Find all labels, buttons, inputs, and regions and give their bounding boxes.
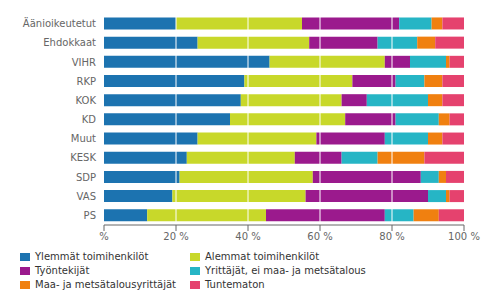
svg-text:Ehdokkaat: Ehdokkaat [43, 37, 96, 48]
svg-text:80 %: 80 % [379, 231, 404, 242]
svg-text:PS: PS [84, 210, 96, 221]
html-text:Ylemmät toimihenkilöt: Ylemmät toimihenkilöt [35, 251, 149, 262]
svg-text:KOK: KOK [76, 95, 97, 106]
svg-text:%: % [99, 231, 109, 242]
svg-text:KD: KD [82, 114, 97, 125]
svg-text:20 %: 20 % [163, 231, 188, 242]
svg-text:100 %: 100 % [448, 231, 480, 242]
html-text:Yrittäjät, ei maa- ja metsätal: Yrittäjät, ei maa- ja metsätalous [205, 265, 366, 276]
html-text:Työntekijät: Työntekijät [35, 265, 90, 276]
svg-text:VIHR: VIHR [72, 57, 96, 68]
svg-text:60 %: 60 % [307, 231, 332, 242]
svg-text:40 %: 40 % [235, 231, 260, 242]
html-text:Alemmat toimihenkilöt: Alemmat toimihenkilöt [205, 251, 320, 262]
svg-text:KESK: KESK [70, 152, 96, 163]
svg-text:Äänioikeutetut: Äänioikeutetut [23, 17, 96, 29]
svg-text:Muut: Muut [71, 133, 96, 144]
svg-text:SDP: SDP [76, 172, 96, 183]
html-text:Maa- ja metsätalousyrittäjät: Maa- ja metsätalousyrittäjät [35, 279, 176, 290]
html-text:Tuntematon: Tuntematon [205, 279, 265, 290]
svg-text:VAS: VAS [77, 191, 96, 202]
svg-text:RKP: RKP [76, 76, 96, 87]
